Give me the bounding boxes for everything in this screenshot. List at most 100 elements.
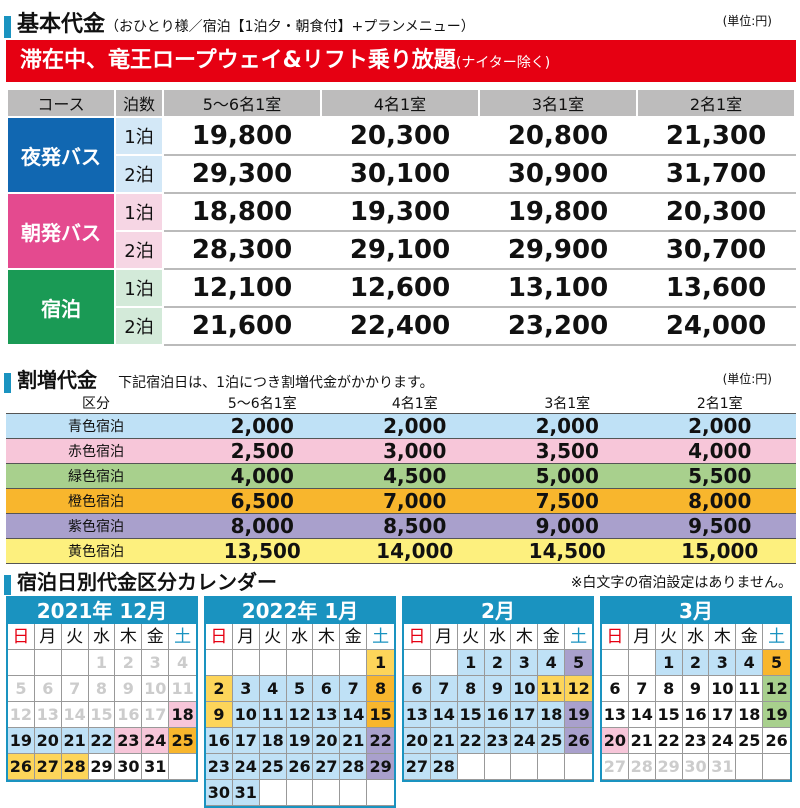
price-cell: 30,900 [478,154,638,194]
calendar-day: 5 [8,676,35,702]
calendar-day: 17 [232,728,260,754]
price-cell: 29,100 [320,230,480,270]
calendar-day [232,650,260,676]
surcharge-value: 14,500 [491,538,644,564]
calendar-day: 12 [565,676,592,702]
calendar-day [313,780,341,806]
month-title: 2月 [404,598,592,624]
weekday-label: 金 [142,624,170,650]
calendar-day: 19 [8,728,35,754]
month-calendar: 2021年 12月日月火水木金土 1 2 3 4 5 6 7 8 9 10 11 12 13 14 15 16 1… [6,596,198,782]
calendar-day: 25 [169,728,196,754]
month-calendar: 2022年 1月日月火水木金土 1 2 3 4 5 6 7 8 9 10 11 12 13 14 15 16 17… [204,596,396,808]
nights-cell: 1泊 [114,192,164,232]
calendar-day: 20 [404,728,431,754]
calendar-day: 27 [313,754,341,780]
calendar-day: 18 [169,702,196,728]
calendar-day: 25 [736,728,764,754]
table-row: 緑色宿泊 4,000 4,500 5,000 5,500 [6,463,796,489]
weekday-label: 金 [538,624,566,650]
header-cell: 2名1室 [636,88,796,118]
weekday-label: 水 [286,624,314,650]
calendar-day: 2 [206,676,233,702]
price-cell: 30,100 [320,154,480,194]
banner-text: 滞在中、竜王ロープウェイ&リフト乗り放題 [20,48,456,73]
calendar-day: 30 [206,780,233,806]
table-row: 2泊 29,300 30,100 30,900 31,700 [7,154,796,194]
calendar-day: 18 [736,702,764,728]
table-row: 黄色宿泊 13,500 14,000 14,500 15,000 [6,538,796,564]
price-cell: 22,400 [320,306,480,346]
calendar-day: 21 [61,728,89,754]
weekday-label: 日 [404,624,431,650]
calendar-day: 27 [404,754,431,780]
calendar-day [628,650,656,676]
calendar-day: 24 [232,754,260,780]
price-cell: 19,800 [478,192,638,232]
calendar-day: 21 [430,728,458,754]
header-cell: 泊数 [114,88,164,118]
calendar-day: 11 [169,676,196,702]
price-cell: 29,900 [478,230,638,270]
surcharge-value: 9,000 [491,513,644,539]
category-label: 赤色宿泊 [6,438,186,464]
calendar-day: 2 [682,650,710,676]
price-cell: 28,300 [162,230,322,270]
calendar-day: 5 [565,650,592,676]
category-label: 橙色宿泊 [6,488,186,514]
calendar-day [313,650,341,676]
calendar-day: 23 [115,728,143,754]
calendar-day: 5 [763,650,790,676]
calendar-day: 6 [404,676,431,702]
calendar-day: 3 [142,650,170,676]
calendar-day: 4 [259,676,287,702]
table-row: 橙色宿泊 6,500 7,000 7,500 8,000 [6,488,796,514]
price-cell: 31,700 [636,154,796,194]
calendar-day: 15 [655,702,683,728]
calendar-day: 13 [34,702,62,728]
section-marker [4,574,11,595]
nights-cell: 1泊 [114,268,164,308]
course-cell: 朝発バス [6,192,116,270]
calendar-day: 18 [538,702,566,728]
calendar-day: 31 [142,754,170,780]
surcharge-value: 7,500 [491,488,644,514]
section-subtitle: （おひとり様／宿泊【1泊夕・朝食付】+プランメニュー） [105,19,475,35]
weekday-label: 日 [602,624,629,650]
surcharge-value: 7,000 [338,488,491,514]
category-label: 緑色宿泊 [6,463,186,489]
price-cell: 12,600 [320,268,480,308]
calendar-day: 7 [430,676,458,702]
price-cell: 19,300 [320,192,480,232]
calendar-day: 16 [206,728,233,754]
weekday-label: 水 [682,624,710,650]
calendar-day [206,650,233,676]
calendar-day: 26 [8,754,35,780]
calendar-day [457,754,485,780]
calendar-day: 14 [340,702,368,728]
weekday-label: 土 [565,624,592,650]
price-cell: 20,300 [636,192,796,232]
header-cell: 5〜6名1室 [162,88,322,118]
unit-label: (単位:円) [722,372,772,386]
weekday-label: 月 [430,624,458,650]
surcharge-value: 5,000 [491,463,644,489]
unit-label: (単位:円) [722,14,772,28]
table-row: 青色宿泊 2,000 2,000 2,000 2,000 [6,413,796,439]
price-cell: 20,800 [478,116,638,156]
calendar-day: 7 [61,676,89,702]
calendar-day: 16 [682,702,710,728]
header-cell: 区分 [6,393,186,414]
calendar-day: 8 [88,676,116,702]
course-cell: 夜発バス [6,116,116,194]
calendar-day: 11 [259,702,287,728]
month-calendar: 2月日月火水木金土 1 2 3 4 5 6 7 8 9 10 11 12 13 14 15 16 17 18 19 20… [402,596,594,782]
calendar-day: 1 [88,650,116,676]
table-row: 2泊 21,600 22,400 23,200 24,000 [7,306,796,346]
surcharge-value: 4,500 [338,463,491,489]
weekday-label: 日 [206,624,233,650]
calendar-day: 8 [457,676,485,702]
calendar-day: 23 [682,728,710,754]
weekday-label: 金 [736,624,764,650]
base-price-header: 基本代金（おひとり様／宿泊【1泊夕・朝食付】+プランメニュー） [4,6,475,38]
